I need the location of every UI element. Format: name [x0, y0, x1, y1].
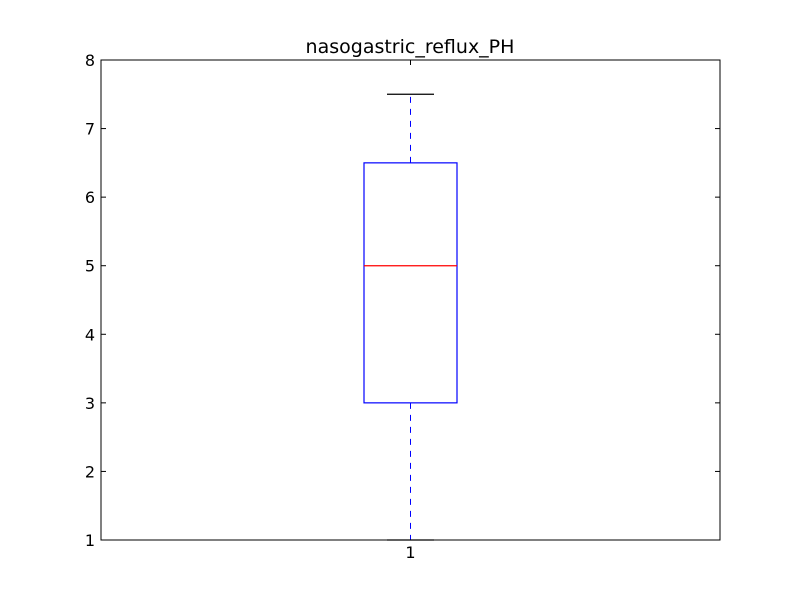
y-tick-label: 2 — [85, 462, 95, 481]
y-tick-label: 7 — [85, 120, 95, 139]
chart-title: nasogastric_reflux_PH — [306, 36, 515, 58]
y-tick-label: 1 — [85, 531, 95, 550]
y-tick-label: 4 — [85, 325, 95, 344]
y-tick-label: 3 — [85, 394, 95, 413]
box-iqr — [363, 162, 458, 404]
x-tick-label: 1 — [405, 543, 415, 562]
y-tick-label: 5 — [85, 257, 95, 276]
box-plot-series — [363, 93, 458, 541]
y-tick-label: 8 — [85, 51, 95, 70]
y-axis: 1 2 3 4 5 6 7 8 — [85, 51, 720, 550]
y-tick-label: 6 — [85, 188, 95, 207]
